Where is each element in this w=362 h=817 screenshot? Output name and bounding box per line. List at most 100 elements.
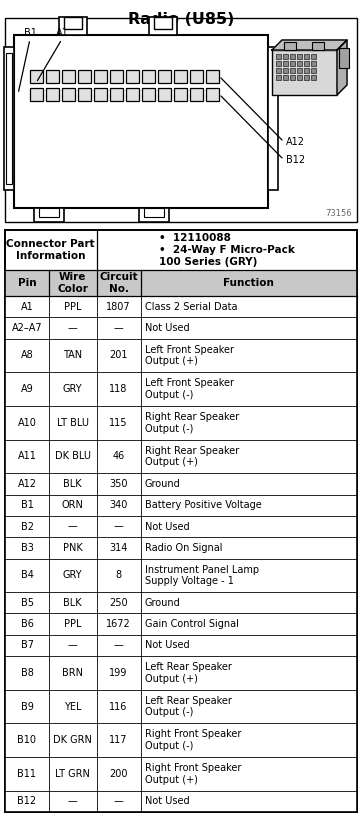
Text: A10: A10 bbox=[18, 417, 37, 428]
Bar bbox=[284, 42, 296, 50]
Bar bbox=[5, 614, 357, 635]
Text: 117: 117 bbox=[109, 735, 128, 745]
Bar bbox=[158, 88, 171, 101]
Bar bbox=[94, 70, 107, 83]
Text: PPL: PPL bbox=[64, 619, 81, 629]
Bar bbox=[46, 70, 59, 83]
Bar bbox=[94, 88, 107, 101]
Bar bbox=[206, 70, 219, 83]
Text: ORN: ORN bbox=[62, 500, 84, 510]
Text: —: — bbox=[68, 641, 77, 650]
Bar bbox=[149, 17, 177, 35]
Text: —: — bbox=[114, 521, 123, 532]
Text: DK GRN: DK GRN bbox=[53, 735, 92, 745]
Text: Right Front Speaker
Output (+): Right Front Speaker Output (+) bbox=[144, 763, 241, 784]
Text: A12: A12 bbox=[286, 137, 305, 147]
Text: BLK: BLK bbox=[63, 598, 82, 608]
Text: Not Used: Not Used bbox=[144, 641, 189, 650]
Text: —: — bbox=[68, 797, 77, 806]
Bar bbox=[6, 53, 12, 184]
Bar bbox=[5, 296, 357, 317]
Bar bbox=[144, 208, 164, 217]
Text: Left Rear Speaker
Output (-): Left Rear Speaker Output (-) bbox=[144, 696, 231, 717]
Text: —: — bbox=[68, 521, 77, 532]
Bar bbox=[39, 208, 59, 217]
Bar bbox=[78, 88, 91, 101]
Text: 350: 350 bbox=[109, 479, 128, 489]
Text: BLK: BLK bbox=[63, 479, 82, 489]
Text: BRN: BRN bbox=[62, 668, 83, 678]
Text: LT GRN: LT GRN bbox=[55, 769, 90, 779]
Bar bbox=[311, 54, 316, 59]
Bar bbox=[297, 61, 302, 66]
Bar bbox=[154, 17, 172, 29]
Text: A11: A11 bbox=[18, 451, 37, 462]
Text: 46: 46 bbox=[112, 451, 125, 462]
Text: B6: B6 bbox=[21, 619, 33, 629]
Bar bbox=[276, 68, 281, 73]
Bar bbox=[110, 70, 123, 83]
Bar bbox=[46, 88, 59, 101]
Bar bbox=[62, 88, 75, 101]
Text: 250: 250 bbox=[109, 598, 128, 608]
Text: Right Rear Speaker
Output (+): Right Rear Speaker Output (+) bbox=[144, 445, 239, 467]
Bar bbox=[290, 68, 295, 73]
Text: Function: Function bbox=[223, 278, 274, 288]
Bar bbox=[34, 208, 64, 222]
Bar bbox=[276, 54, 281, 59]
Text: 199: 199 bbox=[109, 668, 128, 678]
Text: B1: B1 bbox=[24, 28, 37, 38]
Bar bbox=[5, 230, 357, 812]
Text: Wire
Color: Wire Color bbox=[57, 272, 88, 294]
Text: Circuit
No.: Circuit No. bbox=[99, 272, 138, 294]
Text: —: — bbox=[114, 323, 123, 333]
Polygon shape bbox=[272, 40, 347, 50]
Bar bbox=[5, 494, 357, 516]
Bar bbox=[283, 61, 288, 66]
Text: A9: A9 bbox=[21, 384, 33, 394]
Text: Not Used: Not Used bbox=[144, 323, 189, 333]
Bar bbox=[59, 17, 87, 35]
Bar bbox=[5, 18, 357, 222]
Text: DK BLU: DK BLU bbox=[55, 451, 91, 462]
Text: A1: A1 bbox=[21, 301, 33, 311]
Text: Gain Control Signal: Gain Control Signal bbox=[144, 619, 239, 629]
Text: Not Used: Not Used bbox=[144, 521, 189, 532]
Text: B11: B11 bbox=[17, 769, 37, 779]
Text: 340: 340 bbox=[109, 500, 128, 510]
Bar bbox=[283, 54, 288, 59]
Bar bbox=[5, 440, 357, 473]
Bar bbox=[30, 70, 43, 83]
Bar bbox=[339, 48, 349, 68]
Text: B9: B9 bbox=[21, 702, 33, 712]
Text: Battery Positive Voltage: Battery Positive Voltage bbox=[144, 500, 261, 510]
Text: A8: A8 bbox=[21, 350, 33, 360]
Bar bbox=[5, 473, 357, 494]
Bar bbox=[5, 559, 357, 592]
Text: Not Used: Not Used bbox=[144, 797, 189, 806]
Bar bbox=[5, 270, 357, 296]
Text: B10: B10 bbox=[17, 735, 37, 745]
Bar bbox=[283, 75, 288, 80]
Text: —: — bbox=[114, 797, 123, 806]
Bar bbox=[5, 339, 357, 373]
Bar bbox=[158, 70, 171, 83]
Bar bbox=[5, 723, 357, 757]
Text: 118: 118 bbox=[109, 384, 128, 394]
Bar bbox=[110, 88, 123, 101]
Text: B8: B8 bbox=[21, 668, 33, 678]
Text: 8: 8 bbox=[115, 570, 122, 580]
Text: 1672: 1672 bbox=[106, 619, 131, 629]
Bar bbox=[30, 88, 43, 101]
Bar bbox=[276, 61, 281, 66]
Bar bbox=[126, 70, 139, 83]
Text: 1807: 1807 bbox=[106, 301, 131, 311]
Bar bbox=[14, 35, 268, 208]
Bar bbox=[304, 75, 309, 80]
Bar bbox=[78, 70, 91, 83]
Bar bbox=[311, 61, 316, 66]
Text: B4: B4 bbox=[21, 570, 33, 580]
Bar bbox=[5, 538, 357, 559]
Text: 116: 116 bbox=[109, 702, 128, 712]
Bar bbox=[5, 516, 357, 538]
